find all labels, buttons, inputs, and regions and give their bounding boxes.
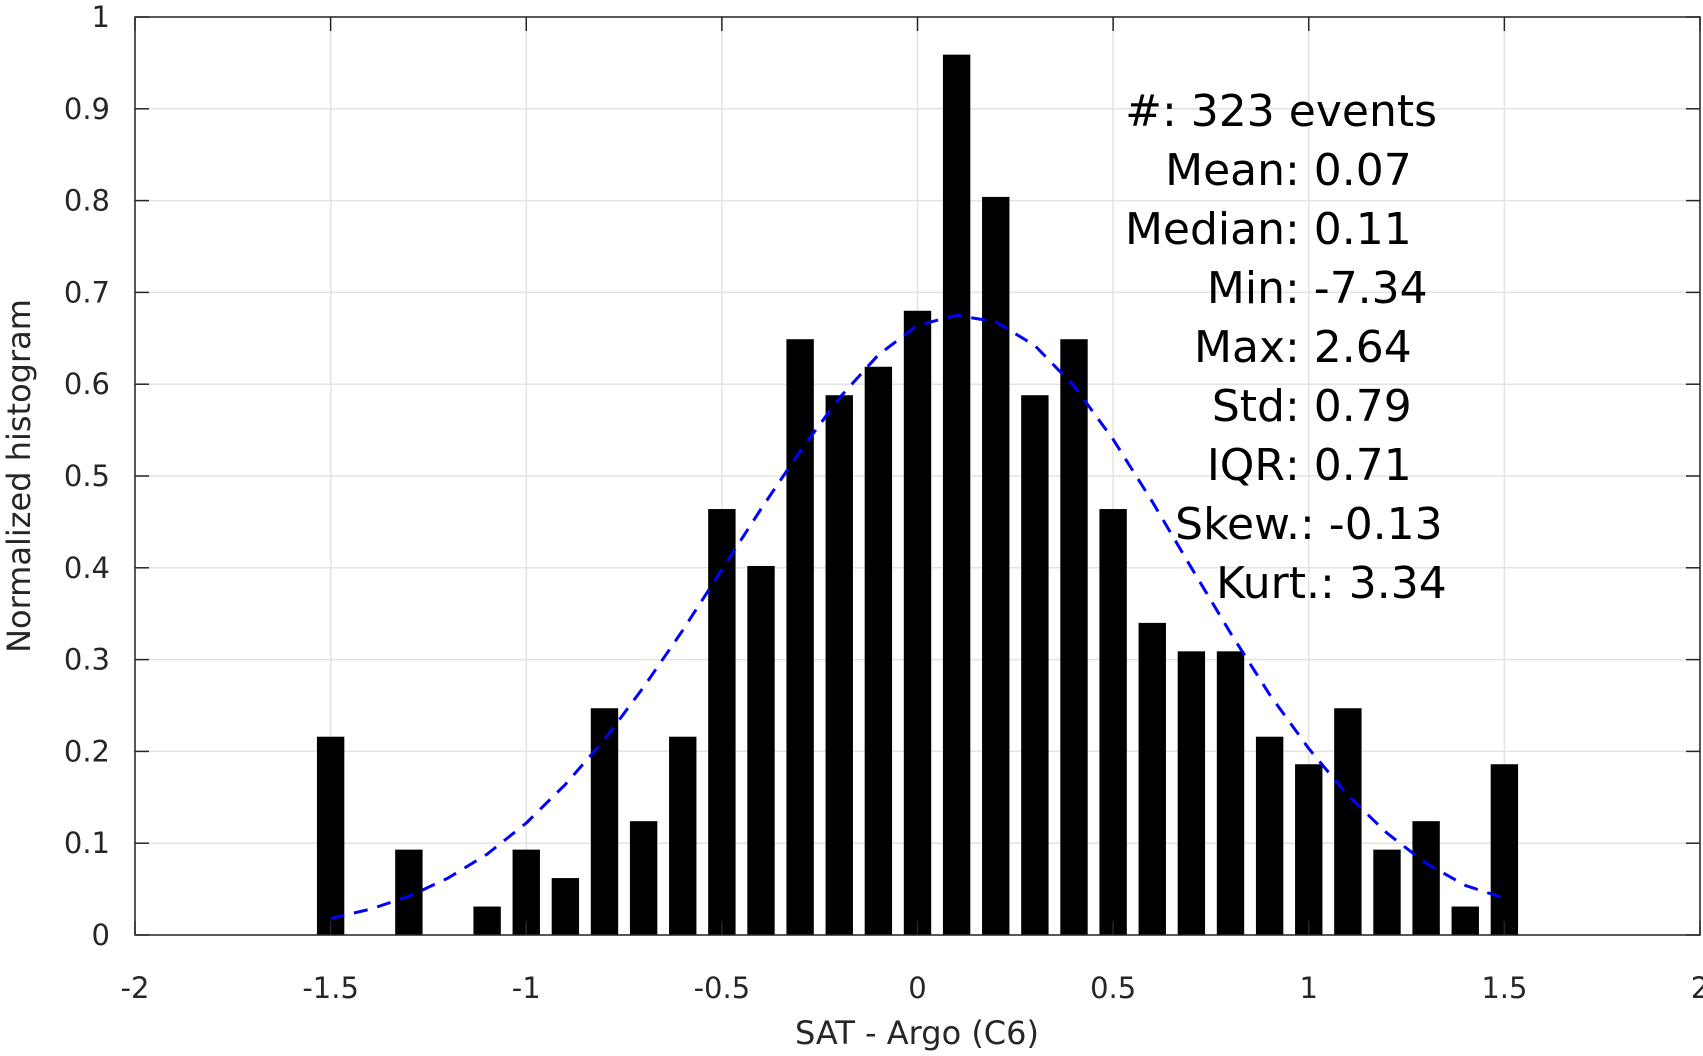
stats-value: : 3.34 [1320,558,1447,609]
x-tick-label: -2 [121,971,150,1005]
y-axis-label: Normalized histogram [0,299,38,653]
y-tick-label: 0.7 [64,275,110,309]
stats-value: : -7.34 [1285,263,1428,314]
histogram-bar [1373,849,1401,935]
x-tick-label: -1.5 [302,971,359,1005]
x-tick-label: -1 [512,971,541,1005]
histogram-bars [316,54,1519,936]
histogram-bar [1490,764,1519,935]
histogram-bar [708,509,736,935]
histogram-bar [1451,906,1479,935]
histogram-bar [1099,509,1127,935]
histogram-bar [551,878,580,935]
x-tick-label: 0 [908,971,926,1005]
histogram-bar [1216,651,1245,935]
stats-value: : 0.79 [1285,381,1412,432]
y-tick-label: 0.8 [64,184,110,218]
stats-value: : 2.64 [1285,322,1412,373]
x-tick-label: 1 [1300,971,1318,1005]
y-tick-label: 0.1 [64,826,110,860]
stats-label: Median [1125,204,1285,255]
stats-value: : 0.07 [1285,145,1412,196]
histogram-bar [825,395,853,935]
histogram-bar [473,906,501,935]
histogram-bar [669,736,697,935]
stats-label: # [1125,86,1162,137]
y-tick-label: 0.5 [64,459,110,493]
x-tick-label: 0.5 [1090,971,1136,1005]
x-tick-label: 2 [1691,971,1703,1005]
tick-labels: -2 -1.5 -1 -0.5 0 0.5 1 1.5 2 0 0.1 0.2 0.3 0.4 0.5 0.6… [64,0,1703,1005]
stats-value: : 323 events [1162,86,1437,137]
histogram-bar [395,849,423,935]
axes [134,16,1701,936]
y-tick-label: 0 [92,918,110,952]
x-axis-label: SAT - Argo (C6) [795,1014,1039,1052]
stats-label: Min [1207,263,1285,314]
y-tick-label: 0.6 [64,367,110,401]
y-tick-label: 1 [92,0,110,34]
histogram-bar [1060,339,1088,935]
histogram-bar [747,565,775,935]
stats-label: IQR [1207,440,1285,491]
stats-value: : 0.71 [1285,440,1412,491]
x-tick-label: -0.5 [694,971,751,1005]
stats-label: Mean [1165,145,1285,196]
y-tick-label: 0.2 [64,734,110,768]
histogram-bar [942,54,971,935]
histogram-bar [629,821,658,935]
histogram-bar [1412,821,1440,935]
histogram-bar [982,196,1010,936]
histogram-bar [1255,736,1284,935]
stats-label: Std [1212,381,1285,432]
y-tick-label: 0.9 [64,92,110,126]
stats-label: Max [1194,322,1285,373]
normal-fit-curve [330,313,1505,920]
histogram-bar [1334,708,1362,935]
x-tick-label: 1.5 [1481,971,1527,1005]
histogram-bar [864,366,893,935]
histogram-bar [1021,395,1049,935]
histogram-bar [590,708,619,935]
histogram-bar [786,339,814,935]
fit-curve [330,313,1505,920]
y-tick-label: 0.3 [64,643,110,677]
histogram-bar [903,310,932,935]
stats-value: : 0.11 [1285,204,1412,255]
histogram-bar [1177,651,1206,935]
stats-label: Skew. [1175,499,1300,550]
histogram-bar [1138,622,1166,935]
y-tick-label: 0.4 [64,551,110,585]
histogram-bar [1295,764,1323,935]
histogram-bar [512,849,540,935]
histogram-bar [316,736,345,935]
stats-value: : -0.13 [1300,499,1443,550]
stats-label: Kurt. [1216,558,1320,609]
